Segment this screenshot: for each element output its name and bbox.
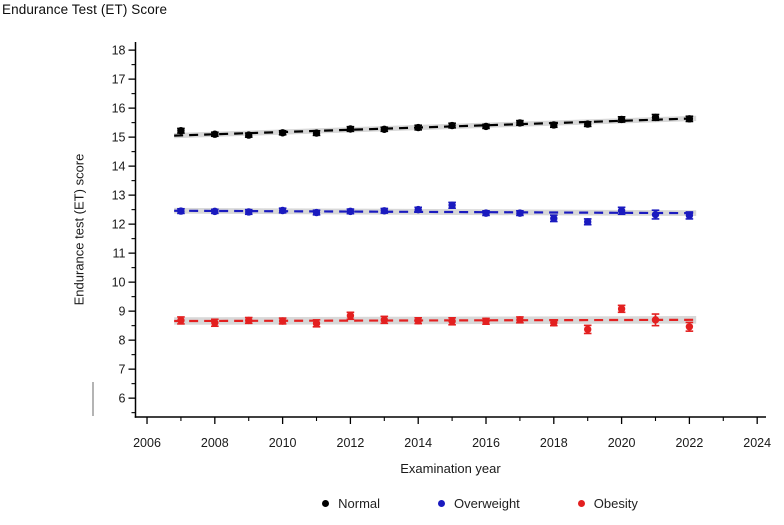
y-tick-label: 12 bbox=[112, 218, 126, 232]
x-tick-label: 2016 bbox=[472, 436, 500, 450]
legend-label-normal: Normal bbox=[338, 496, 381, 511]
data-point-overweight-2008 bbox=[211, 207, 219, 216]
data-point-overweight-2013 bbox=[380, 207, 389, 215]
data-point-normal-2013 bbox=[380, 125, 389, 133]
data-point-obesity-2011 bbox=[312, 319, 321, 328]
x-axis-ticks: 2006 2008 2010 2012 2014 2016 2018 2020 2022 2024 bbox=[133, 417, 771, 450]
data-point-overweight-2010 bbox=[278, 206, 287, 215]
legend-label-overweight: Overweight bbox=[454, 496, 520, 511]
y-tick-label: 7 bbox=[119, 363, 126, 377]
data-point-normal-2017 bbox=[516, 119, 524, 127]
data-point-overweight-2020 bbox=[617, 207, 626, 215]
y-tick-label: 6 bbox=[119, 392, 126, 406]
x-tick-label: 2012 bbox=[337, 436, 365, 450]
data-point-overweight-2015 bbox=[448, 201, 456, 209]
data-point-normal-2016 bbox=[482, 122, 490, 131]
trend-confidence-bands bbox=[174, 115, 697, 325]
x-tick-label: 2008 bbox=[201, 436, 229, 450]
data-point-normal-2022 bbox=[685, 115, 694, 123]
data-point-overweight-2016 bbox=[482, 209, 490, 217]
x-axis-label: Examination year bbox=[400, 461, 501, 476]
data-point-obesity-2015 bbox=[448, 317, 456, 325]
series-points-obesity bbox=[177, 304, 694, 335]
data-point-normal-2007 bbox=[177, 127, 185, 135]
data-point-obesity-2014 bbox=[414, 317, 422, 325]
axes bbox=[134, 42, 766, 418]
legend-item-overweight: Overweight bbox=[438, 496, 520, 511]
data-point-obesity-2018 bbox=[550, 319, 558, 327]
data-point-normal-2021 bbox=[651, 113, 660, 122]
y-tick-label: 17 bbox=[112, 73, 126, 87]
trend-lines bbox=[174, 117, 697, 323]
data-point-obesity-2012 bbox=[346, 312, 355, 320]
data-point-obesity-2007 bbox=[177, 316, 185, 325]
chart-legend: Normal Overweight Obesity bbox=[135, 496, 784, 511]
data-point-overweight-2018 bbox=[550, 214, 558, 223]
x-tick-label: 2018 bbox=[540, 436, 568, 450]
normal-series-dot-icon bbox=[322, 500, 330, 507]
data-point-overweight-2014 bbox=[414, 205, 422, 214]
x-tick-label: 2006 bbox=[133, 436, 161, 450]
data-point-obesity-2010 bbox=[278, 317, 287, 325]
obesity-series-dot-icon bbox=[577, 500, 585, 507]
y-tick-label: 13 bbox=[112, 189, 126, 203]
data-point-obesity-2016 bbox=[482, 317, 490, 325]
y-tick-label: 11 bbox=[113, 247, 126, 261]
data-point-normal-2009 bbox=[245, 131, 253, 139]
data-point-overweight-2019 bbox=[583, 218, 592, 226]
data-point-overweight-2012 bbox=[346, 207, 355, 216]
data-point-normal-2008 bbox=[211, 130, 219, 138]
data-point-normal-2010 bbox=[278, 129, 287, 137]
data-point-obesity-2019 bbox=[583, 325, 592, 334]
data-point-normal-2020 bbox=[617, 115, 626, 124]
data-point-normal-2011 bbox=[312, 129, 321, 137]
y-axis-ticks: 6 7 8 9 10 11 12 13 14 15 16 17 18 bbox=[112, 44, 136, 414]
data-point-obesity-2022 bbox=[685, 323, 694, 331]
data-point-normal-2014 bbox=[414, 123, 422, 132]
y-tick-label: 10 bbox=[112, 276, 126, 290]
y-tick-label: 16 bbox=[112, 102, 126, 116]
y-axis-label: Endurance test (ET) score bbox=[71, 153, 87, 306]
trend-line-overweight bbox=[174, 209, 697, 215]
y-tick-label: 15 bbox=[112, 131, 126, 145]
overweight-series-dot-icon bbox=[438, 500, 446, 507]
x-tick-label: 2010 bbox=[269, 436, 297, 450]
data-point-normal-2015 bbox=[448, 121, 456, 130]
data-point-obesity-2021 bbox=[651, 316, 660, 324]
data-point-overweight-2011 bbox=[312, 208, 321, 217]
data-point-normal-2012 bbox=[346, 125, 355, 133]
y-tick-label: 9 bbox=[119, 305, 126, 319]
data-point-overweight-2009 bbox=[245, 208, 253, 216]
x-tick-label: 2014 bbox=[404, 436, 432, 450]
trend-line-normal bbox=[174, 117, 697, 137]
data-point-overweight-2017 bbox=[516, 209, 524, 217]
legend-label-obesity: Obesity bbox=[593, 496, 638, 511]
x-tick-label: 2022 bbox=[675, 436, 703, 450]
data-point-obesity-2020 bbox=[617, 305, 626, 313]
y-tick-label: 14 bbox=[112, 160, 126, 174]
data-point-overweight-2022 bbox=[685, 211, 694, 220]
legend-item-obesity: Obesity bbox=[577, 496, 638, 511]
data-point-obesity-2008 bbox=[211, 319, 219, 327]
data-point-obesity-2017 bbox=[516, 316, 524, 324]
figure-title: Endurance Test (ET) Score bbox=[2, 2, 168, 17]
data-point-obesity-2013 bbox=[380, 316, 389, 324]
series-points-normal bbox=[177, 113, 694, 139]
y-tick-label: 8 bbox=[119, 334, 126, 348]
trend-line-obesity bbox=[174, 318, 697, 323]
data-point-obesity-2009 bbox=[245, 316, 253, 325]
series-points-overweight bbox=[177, 201, 694, 226]
data-point-overweight-2007 bbox=[177, 207, 185, 215]
legend-item-normal: Normal bbox=[322, 496, 380, 511]
stray-gray-line-artifact bbox=[92, 382, 94, 416]
y-tick-label: 18 bbox=[112, 44, 126, 58]
x-tick-label: 2020 bbox=[608, 436, 636, 450]
data-point-overweight-2021 bbox=[651, 210, 660, 219]
data-point-normal-2019 bbox=[583, 120, 592, 128]
data-point-normal-2018 bbox=[550, 121, 558, 129]
x-tick-label: 2024 bbox=[743, 436, 771, 450]
